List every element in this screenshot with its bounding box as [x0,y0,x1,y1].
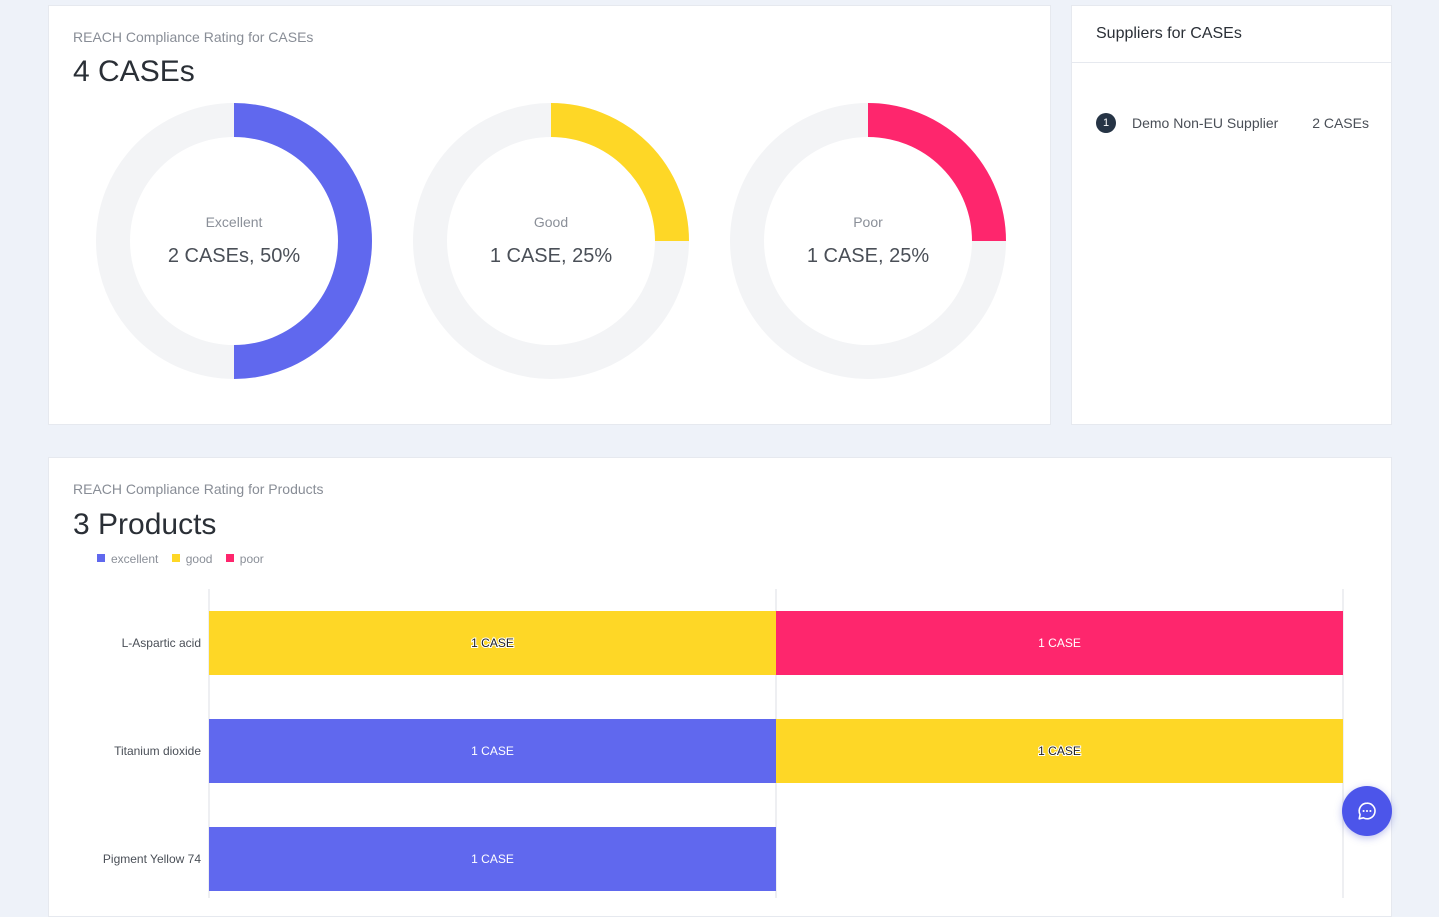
supplier-row[interactable]: 1 Demo Non-EU Supplier 2 CASEs [1096,113,1369,133]
products-rating-card: REACH Compliance Rating for Products 3 P… [48,457,1392,917]
category-label: Titanium dioxide [114,744,201,758]
category-label: Pigment Yellow 74 [103,852,201,866]
cases-rating-card: REACH Compliance Rating for CASEs 4 CASE… [48,5,1051,425]
legend-item-good[interactable]: good [171,552,213,566]
chat-bubble-icon [1358,802,1376,820]
legend-swatch [225,554,234,562]
donut-value: 1 CASE, 25% [806,245,930,267]
chart-legend: excellent good poor [97,552,274,566]
chat-button[interactable] [1342,786,1392,836]
bar-data-label: 1 CASE [1038,636,1081,650]
supplier-rank-badge: 1 [1096,113,1116,133]
products-rating-subtitle: REACH Compliance Rating for Products [73,481,324,497]
products-count-title: 3 Products [73,508,217,541]
bar-segment-excellent[interactable] [209,827,776,891]
legend-label: good [185,552,213,566]
donut-good[interactable]: Good 1 CASE, 25% [412,102,690,380]
suppliers-title: Suppliers for CASEs [1096,25,1242,42]
donut-excellent[interactable]: Excellent 2 CASEs, 50% [95,102,373,380]
legend-label: excellent [111,552,159,566]
legend-label: poor [239,552,264,566]
bar-data-label: 1 CASE [471,852,514,866]
donut-label: Good [533,214,569,230]
legend-item-poor[interactable]: poor [225,552,264,566]
products-bar-chart: L-Aspartic acid 1 CASE 1 CASE Titanium diox… [103,589,1344,898]
donut-value: 2 CASEs, 50% [167,245,301,267]
donut-arc[interactable] [233,103,372,379]
bar-segment-good[interactable] [209,611,776,675]
legend-swatch [97,554,105,562]
legend-swatch [171,554,180,562]
cases-count-title: 4 CASEs [73,55,195,88]
bar-data-label: 1 CASE [471,744,514,758]
donut-value: 1 CASE, 25% [489,245,613,267]
donut-arc[interactable] [550,103,689,242]
bar-data-label: 1 CASE [1038,744,1081,758]
cases-rating-subtitle: REACH Compliance Rating for CASEs [73,29,314,45]
supplier-case-count: 2 CASEs [1312,115,1369,131]
legend-item-excellent[interactable]: excellent [97,552,158,566]
donut-arc[interactable] [867,103,1006,242]
donut-poor[interactable]: Poor 1 CASE, 25% [729,102,1007,380]
donut-label: Excellent [205,214,263,230]
suppliers-card: Suppliers for CASEs 1 Demo Non-EU Suppli… [1071,5,1392,425]
bar-segment-excellent[interactable] [209,719,776,783]
supplier-name[interactable]: Demo Non-EU Supplier [1132,115,1279,131]
category-label: L-Aspartic acid [122,636,201,650]
donut-label: Poor [853,214,883,230]
suppliers-header: Suppliers for CASEs [1072,6,1391,63]
bar-segment-good[interactable] [776,719,1343,783]
bar-data-label: 1 CASE [471,636,514,650]
bar-segment-poor[interactable] [776,611,1343,675]
